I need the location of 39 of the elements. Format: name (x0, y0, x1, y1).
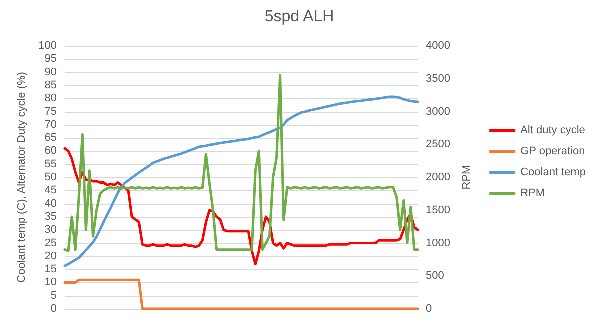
y2-tick-label: 4000 (426, 40, 450, 52)
line-series (64, 74, 420, 252)
y-tick-label: 65 (44, 132, 57, 144)
y-tick-label: 50 (44, 172, 57, 184)
y-tick-label: 20 (44, 250, 57, 262)
y-tick-label: 15 (44, 264, 57, 276)
y-tick-label: 10 (44, 276, 57, 289)
y-tick-label: 95 (44, 53, 57, 66)
y2-axis-title: RPM (460, 165, 473, 190)
y2-tick-label: 500 (426, 270, 444, 282)
y-tick-label: 80 (44, 92, 57, 105)
y2-tick-label: 2500 (426, 138, 450, 151)
y-tick-label: 35 (44, 210, 57, 223)
y-axis-title: Coolant temp (C), Alternator Duty cycle (%) (16, 72, 28, 283)
y-tick-label: 55 (44, 158, 57, 170)
y-tick-label: 60 (44, 145, 57, 158)
y-tick-label: 45 (44, 184, 57, 197)
chart-title: 5spd ALH (264, 8, 334, 26)
legend-label: Coolant temp (520, 166, 586, 178)
y-tick-label: 5 (50, 290, 57, 302)
y-tick-label: 40 (44, 198, 57, 210)
legend-label: RPM (520, 188, 546, 200)
y2-tick-label: 0 (426, 303, 432, 315)
y-tick-label: 90 (44, 66, 57, 78)
legend-label: Alt duty cycle (520, 124, 586, 136)
y-tick-label: 85 (44, 79, 57, 92)
y-tick-label: 70 (44, 118, 57, 131)
y-tick-label: 25 (44, 237, 57, 250)
y2-tick-label: 3000 (426, 106, 450, 118)
y-tick-label: 0 (50, 303, 57, 315)
line-series (64, 96, 420, 268)
y-tick-label: 100 (38, 40, 57, 52)
y-tick-label: 75 (44, 106, 57, 118)
y2-tick-label: 2000 (426, 172, 450, 184)
y2-tick-label: 1500 (426, 204, 450, 216)
legend-label: GP operation (520, 146, 586, 158)
y-tick-label: 30 (44, 224, 57, 236)
y2-tick-label: 3500 (426, 72, 450, 85)
y2-tick-label: 1000 (426, 237, 450, 250)
